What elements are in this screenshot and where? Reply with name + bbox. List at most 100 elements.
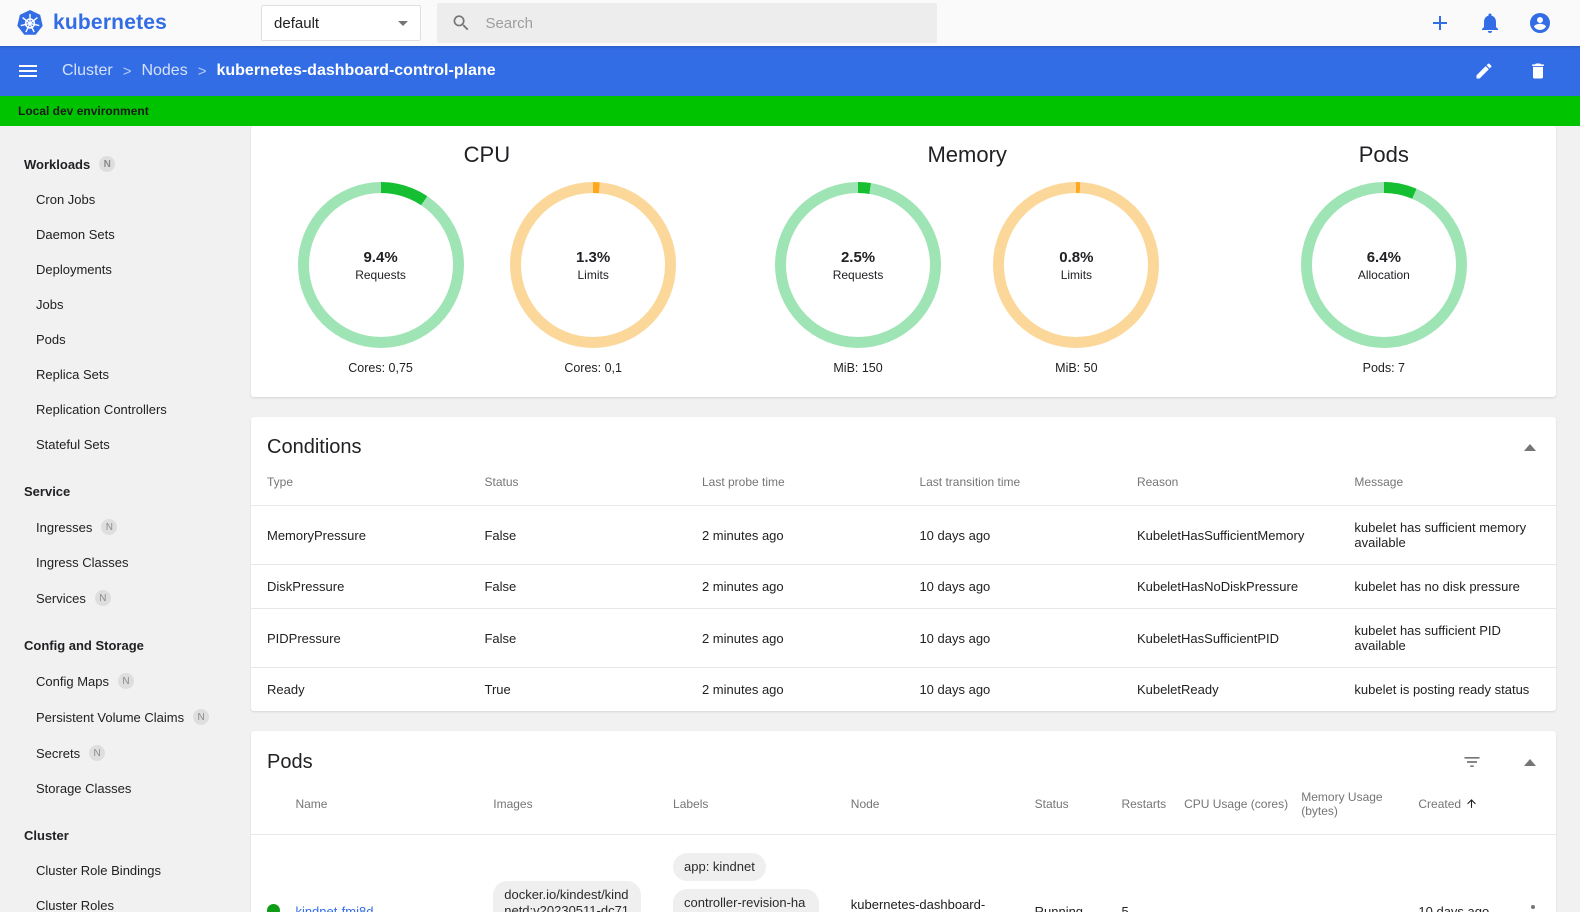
col-last-probe-time: Last probe time [701, 475, 785, 489]
cell-reason: KubeletHasSufficientMemory [1120, 505, 1339, 565]
breadcrumb-cluster[interactable]: Cluster [62, 62, 113, 79]
sidebar-item-replica-sets[interactable]: Replica Sets [36, 367, 109, 382]
search-bar[interactable] [437, 3, 938, 43]
sidebar-nav: Workloads N Cron Jobs Daemon Sets Deploy… [0, 126, 248, 912]
cell-restarts: 5 [1105, 834, 1169, 912]
cell-status: False [468, 608, 686, 668]
sidebar-item-replication-controllers[interactable]: Replication Controllers [36, 402, 167, 417]
sidebar-item-services[interactable]: Services N [0, 580, 248, 616]
cell-transition: 10 days ago [903, 564, 1121, 609]
filter-button[interactable] [1460, 750, 1484, 774]
col-labels: Labels [673, 797, 709, 811]
sidebar-item-stateful-sets[interactable]: Stateful Sets [36, 437, 110, 452]
cell-probe: 2 minutes ago [685, 564, 904, 609]
sidebar-section-cluster: Cluster Cluster Role Bindings Cluster Ro… [0, 818, 248, 912]
filter-icon [1464, 757, 1480, 767]
collapse-icon[interactable] [1524, 444, 1536, 451]
cell-actions [1511, 834, 1556, 912]
sidebar-item-persistent-volume-claims[interactable]: Persistent Volume Claims N [0, 699, 248, 735]
cell-reason: KubeletHasSufficientPID [1120, 608, 1339, 668]
pod-name-link[interactable]: kindnet-fmj8d [295, 904, 374, 912]
menu-toggle-button[interactable] [16, 59, 40, 83]
sidebar-header-config-storage: Config and Storage [24, 638, 144, 653]
donut-cpu-requests: 9.4% Requests Cores: 0,75 [297, 182, 464, 375]
cell-type: DiskPressure [251, 564, 469, 609]
namespaced-badge: N [89, 745, 106, 761]
pods-chart-title: Pods [1358, 142, 1409, 167]
donut-ring: 2.5% Requests [775, 182, 942, 348]
cpu-allocation-group: CPU 9.4% Requests Cores: 0,75 [251, 134, 723, 375]
col-last-transition-time: Last transition time [919, 475, 1021, 489]
donut-cpu-limits: 1.3% Limits Cores: 0,1 [510, 182, 677, 375]
edit-resource-button[interactable] [1472, 59, 1496, 83]
condition-row-disk-pressure: DiskPressure False 2 minutes ago 10 days… [251, 564, 1556, 609]
pods-card: Pods [251, 731, 1556, 912]
sidebar-section-service: Service Ingresses N Ingress Classes Serv… [0, 474, 248, 616]
collapse-icon[interactable] [1524, 758, 1536, 766]
breadcrumb-separator: > [197, 62, 207, 80]
donut-ring: 9.4% Requests [297, 182, 464, 348]
pod-running-dot [267, 903, 280, 912]
sidebar-section-config-storage: Config and Storage Config Maps N Persist… [0, 628, 248, 806]
cell-status: False [468, 505, 686, 565]
namespaced-badge: N [193, 709, 210, 725]
sidebar-item-ingress-classes[interactable]: Ingress Classes [36, 555, 129, 570]
breadcrumb-nodes[interactable]: Nodes [141, 62, 188, 79]
sidebar-item-deployments[interactable]: Deployments [36, 262, 112, 277]
cell-transition: 10 days ago [903, 608, 1121, 668]
sidebar-section-workloads: Workloads N Cron Jobs Daemon Sets Deploy… [0, 146, 248, 462]
sidebar-item-secrets[interactable]: Secrets N [0, 735, 248, 771]
kubernetes-helm-icon [17, 10, 43, 35]
namespace-value: default [274, 14, 320, 32]
pod-menu-button[interactable] [1527, 901, 1539, 912]
cell-reason: KubeletHasNoDiskPressure [1120, 564, 1339, 609]
sidebar-item-storage-classes[interactable]: Storage Classes [36, 781, 132, 796]
sidebar-item-jobs[interactable]: Jobs [36, 297, 64, 312]
col-created[interactable]: Created [1402, 784, 1511, 835]
cell-pod-status: Running [1018, 834, 1106, 912]
sidebar-item-daemon-sets[interactable]: Daemon Sets [36, 227, 115, 242]
col-pod-name[interactable]: Name [295, 797, 328, 811]
search-input[interactable] [485, 14, 924, 32]
chevron-down-icon [398, 20, 409, 26]
image-chip: docker.io/kindest/kindnetd:v20230511-dc7… [493, 881, 642, 912]
col-restarts: Restarts [1121, 797, 1167, 811]
label-chip: app: kindnet [673, 853, 766, 882]
delete-resource-button[interactable] [1526, 59, 1550, 83]
breadcrumb-separator: > [122, 62, 132, 80]
cell-message: kubelet has sufficient memory available [1338, 505, 1556, 565]
bell-icon [1482, 13, 1498, 33]
col-type: Type [267, 475, 294, 489]
pencil-icon [1476, 63, 1492, 79]
trash-icon [1532, 63, 1544, 79]
notifications-button[interactable] [1478, 11, 1502, 35]
sidebar-item-cluster-role-bindings[interactable]: Cluster Role Bindings [36, 863, 162, 878]
donut-ring: 6.4% Allocation [1300, 182, 1467, 348]
cell-memory-usage: - [1285, 834, 1403, 912]
cell-probe: 2 minutes ago [685, 608, 904, 668]
label-chip: controller-revision-hash: 58f5b657b8 [673, 889, 819, 912]
conditions-card: Conditions Type Status Last probe time L… [251, 417, 1556, 711]
donut-memory-requests: 2.5% Requests MiB: 150 [775, 182, 942, 375]
create-resource-button[interactable] [1428, 11, 1452, 35]
col-node: Node [850, 797, 880, 811]
search-icon [453, 15, 469, 31]
cell-pod-name: kindnet-fmj8d [295, 834, 478, 912]
namespace-selector[interactable]: default [261, 5, 422, 41]
col-status: Status [484, 475, 519, 489]
sidebar-item-ingresses[interactable]: Ingresses N [0, 509, 248, 545]
cell-transition: 10 days ago [903, 505, 1121, 565]
sidebar-header-workloads: Workloads N [0, 146, 248, 182]
user-avatar-icon [1530, 13, 1550, 33]
sidebar-item-cluster-roles[interactable]: Cluster Roles [36, 898, 115, 912]
action-bar: Cluster > Nodes > kubernetes-dashboard-c… [0, 46, 1580, 96]
col-images: Images [493, 797, 533, 811]
account-button[interactable] [1528, 11, 1552, 35]
sidebar-item-cron-jobs[interactable]: Cron Jobs [36, 192, 96, 207]
sidebar-item-config-maps[interactable]: Config Maps N [0, 663, 248, 699]
kubernetes-logo[interactable]: kubernetes [16, 9, 167, 37]
allocation-card: CPU 9.4% Requests Cores: 0,75 [251, 126, 1556, 397]
sidebar-item-pods[interactable]: Pods [36, 332, 66, 347]
cell-type: MemoryPressure [251, 505, 469, 565]
